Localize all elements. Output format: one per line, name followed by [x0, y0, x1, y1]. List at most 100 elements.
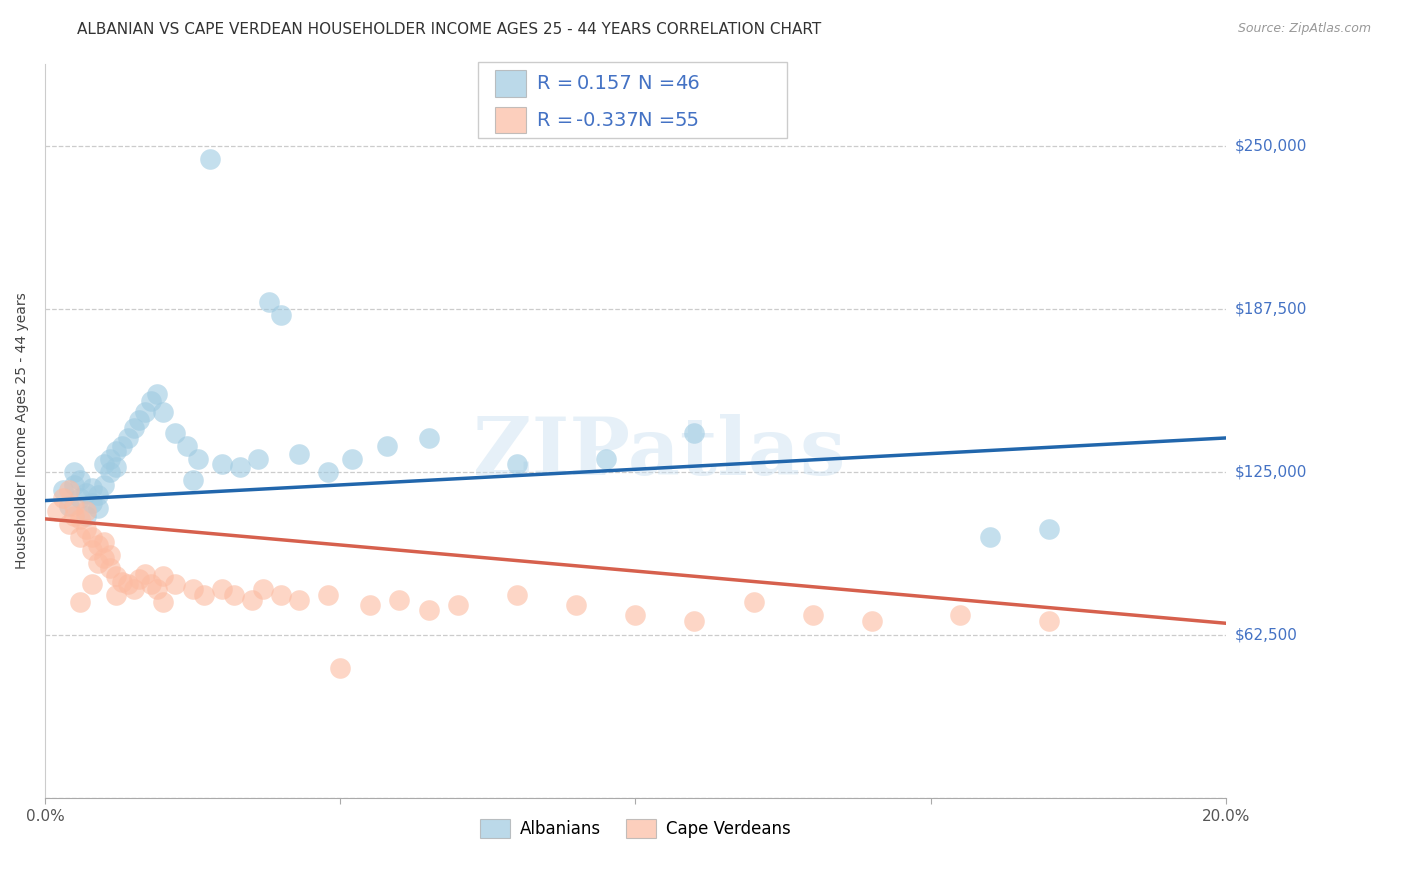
Point	[152, 405, 174, 419]
Point	[329, 660, 352, 674]
Point	[146, 582, 169, 597]
Point	[93, 478, 115, 492]
Point	[117, 577, 139, 591]
Y-axis label: Householder Income Ages 25 - 44 years: Householder Income Ages 25 - 44 years	[15, 293, 30, 569]
Text: Source: ZipAtlas.com: Source: ZipAtlas.com	[1237, 22, 1371, 36]
Point	[98, 561, 121, 575]
Point	[75, 509, 97, 524]
Point	[87, 501, 110, 516]
Point	[69, 491, 91, 505]
Point	[87, 556, 110, 570]
Point	[152, 569, 174, 583]
Point	[229, 459, 252, 474]
Point	[63, 509, 86, 524]
Point	[45, 504, 67, 518]
Point	[801, 608, 824, 623]
Point	[63, 499, 86, 513]
Point	[595, 451, 617, 466]
Point	[288, 592, 311, 607]
Point	[211, 582, 233, 597]
Point	[187, 451, 209, 466]
Point	[87, 488, 110, 502]
Text: ALBANIAN VS CAPE VERDEAN HOUSEHOLDER INCOME AGES 25 - 44 YEARS CORRELATION CHART: ALBANIAN VS CAPE VERDEAN HOUSEHOLDER INC…	[77, 22, 821, 37]
Point	[259, 295, 281, 310]
Text: ZIPatlas: ZIPatlas	[472, 414, 845, 492]
Point	[141, 394, 163, 409]
Point	[122, 420, 145, 434]
Point	[288, 447, 311, 461]
Text: $125,000: $125,000	[1234, 465, 1306, 479]
Point	[418, 431, 440, 445]
Point	[58, 483, 80, 497]
Point	[193, 588, 215, 602]
Text: $187,500: $187,500	[1234, 301, 1306, 317]
Point	[141, 577, 163, 591]
Point	[949, 608, 972, 623]
Point	[506, 588, 529, 602]
Point	[240, 592, 263, 607]
Point	[111, 439, 134, 453]
Point	[69, 530, 91, 544]
Point	[860, 614, 883, 628]
Point	[69, 473, 91, 487]
Point	[134, 566, 156, 581]
Point	[52, 483, 75, 497]
Text: N =: N =	[638, 111, 682, 129]
Point	[58, 499, 80, 513]
Point	[979, 530, 1001, 544]
Point	[82, 530, 104, 544]
Point	[69, 512, 91, 526]
Point	[200, 152, 222, 166]
Point	[222, 588, 245, 602]
Point	[683, 425, 706, 440]
Point	[93, 535, 115, 549]
Point	[152, 595, 174, 609]
Point	[683, 614, 706, 628]
Point	[181, 582, 204, 597]
Point	[63, 478, 86, 492]
Point	[246, 451, 269, 466]
Text: 0.157: 0.157	[576, 74, 633, 93]
Point	[75, 504, 97, 518]
Point	[211, 457, 233, 471]
Point	[447, 598, 470, 612]
Point	[340, 451, 363, 466]
Point	[82, 577, 104, 591]
Point	[624, 608, 647, 623]
Text: R =: R =	[537, 74, 579, 93]
Point	[359, 598, 381, 612]
Point	[104, 444, 127, 458]
Point	[318, 465, 340, 479]
Point	[134, 405, 156, 419]
Point	[63, 465, 86, 479]
Point	[98, 451, 121, 466]
Point	[506, 457, 529, 471]
Point	[1038, 522, 1060, 536]
Point	[1038, 614, 1060, 628]
Point	[163, 577, 186, 591]
Point	[742, 595, 765, 609]
Text: 55: 55	[675, 111, 700, 129]
Point	[377, 439, 399, 453]
Text: $62,500: $62,500	[1234, 627, 1298, 642]
Point	[93, 551, 115, 566]
Point	[122, 582, 145, 597]
Text: $250,000: $250,000	[1234, 138, 1306, 153]
Point	[565, 598, 588, 612]
Text: 46: 46	[675, 74, 700, 93]
Point	[98, 549, 121, 563]
Point	[176, 439, 198, 453]
Point	[270, 588, 292, 602]
Point	[111, 574, 134, 589]
Point	[270, 308, 292, 322]
Point	[181, 473, 204, 487]
Point	[117, 431, 139, 445]
Point	[82, 481, 104, 495]
Point	[163, 425, 186, 440]
Point	[388, 592, 411, 607]
Point	[104, 588, 127, 602]
Point	[252, 582, 274, 597]
Point	[82, 543, 104, 558]
Point	[128, 572, 150, 586]
Point	[98, 465, 121, 479]
